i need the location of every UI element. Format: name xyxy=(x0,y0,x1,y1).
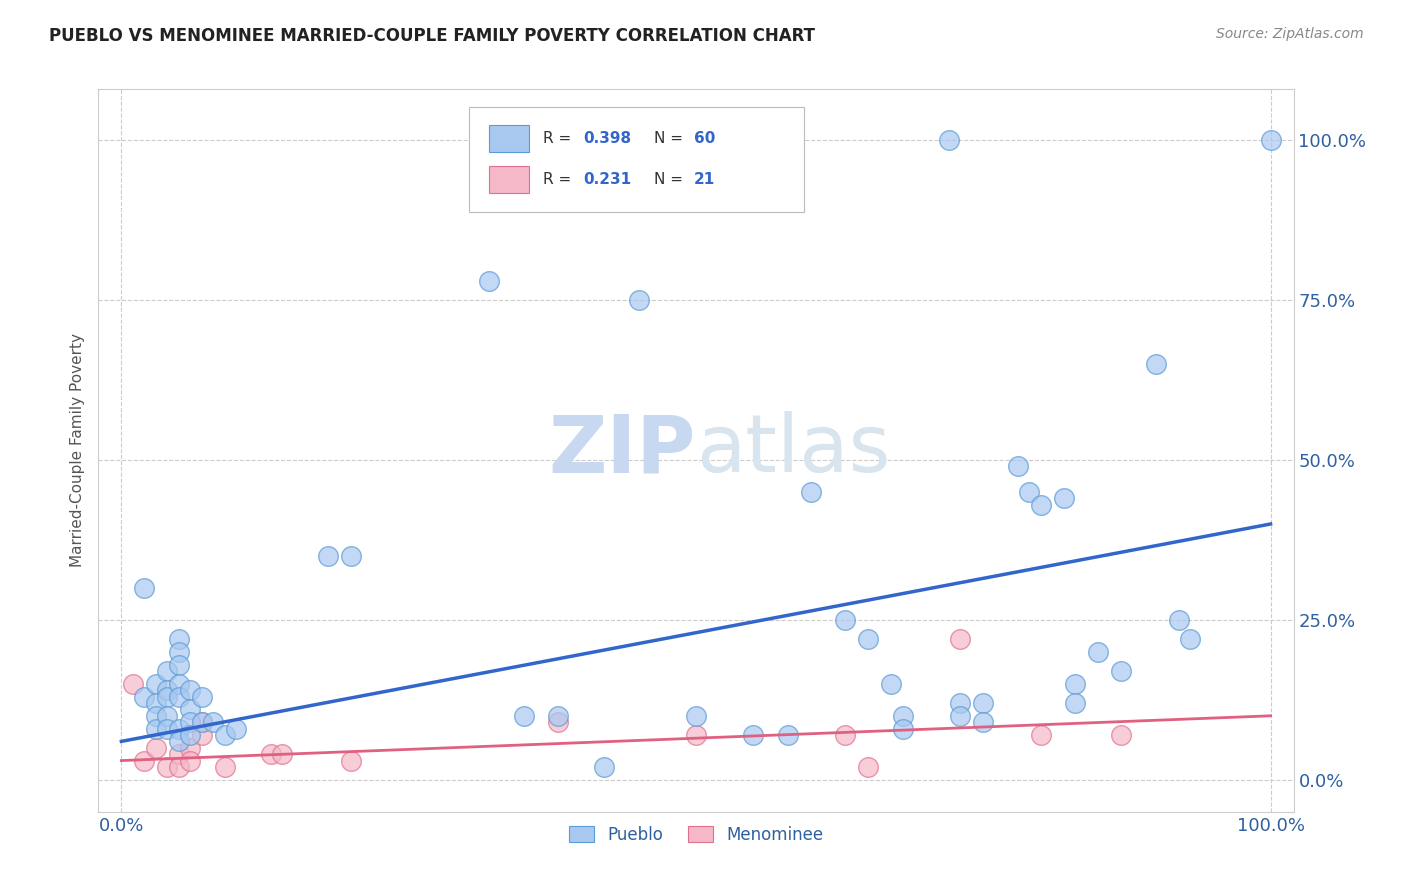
Point xyxy=(972,715,994,730)
Point xyxy=(547,708,569,723)
Point xyxy=(145,696,167,710)
Point xyxy=(202,715,225,730)
Point xyxy=(1007,459,1029,474)
Point xyxy=(340,754,363,768)
Point xyxy=(1064,677,1087,691)
Point xyxy=(145,677,167,691)
Point xyxy=(156,690,179,704)
FancyBboxPatch shape xyxy=(489,166,529,194)
Point xyxy=(156,760,179,774)
Point xyxy=(340,549,363,563)
Point xyxy=(593,760,616,774)
Point xyxy=(156,664,179,678)
Point xyxy=(949,708,972,723)
Point xyxy=(179,702,201,716)
Legend: Pueblo, Menominee: Pueblo, Menominee xyxy=(562,819,830,850)
Point xyxy=(742,728,765,742)
Point xyxy=(167,677,190,691)
Point xyxy=(191,690,214,704)
Point xyxy=(478,274,501,288)
Point xyxy=(156,708,179,723)
Point xyxy=(214,728,236,742)
Point xyxy=(1053,491,1076,506)
FancyBboxPatch shape xyxy=(489,125,529,152)
Point xyxy=(179,754,201,768)
Point xyxy=(271,747,294,761)
Point xyxy=(145,708,167,723)
Point xyxy=(891,722,914,736)
Point xyxy=(1109,664,1132,678)
Text: N =: N = xyxy=(654,172,688,187)
Point xyxy=(167,747,190,761)
Text: Source: ZipAtlas.com: Source: ZipAtlas.com xyxy=(1216,27,1364,41)
Point xyxy=(1018,485,1040,500)
Point xyxy=(685,728,707,742)
Point xyxy=(1178,632,1201,646)
Point xyxy=(1064,696,1087,710)
Point xyxy=(1260,133,1282,147)
Point xyxy=(776,728,799,742)
Text: 0.231: 0.231 xyxy=(583,172,631,187)
Text: R =: R = xyxy=(543,172,576,187)
Point xyxy=(167,632,190,646)
Point xyxy=(134,581,156,595)
Point xyxy=(179,683,201,698)
Point xyxy=(167,690,190,704)
Point xyxy=(547,715,569,730)
Point xyxy=(179,715,201,730)
Point xyxy=(156,722,179,736)
Point xyxy=(880,677,903,691)
Point xyxy=(214,760,236,774)
Point xyxy=(145,722,167,736)
Point xyxy=(156,683,179,698)
Point xyxy=(191,728,214,742)
Point xyxy=(834,728,856,742)
Point xyxy=(949,632,972,646)
Point xyxy=(167,722,190,736)
Text: R =: R = xyxy=(543,131,576,145)
Point xyxy=(834,613,856,627)
Point xyxy=(316,549,339,563)
Point xyxy=(145,740,167,755)
Text: 21: 21 xyxy=(693,172,714,187)
Point xyxy=(260,747,283,761)
Point xyxy=(179,740,201,755)
Point xyxy=(191,715,214,730)
Point xyxy=(134,754,156,768)
Point xyxy=(167,645,190,659)
Point xyxy=(167,657,190,672)
Point xyxy=(949,696,972,710)
Point xyxy=(122,677,145,691)
Point xyxy=(891,708,914,723)
Point xyxy=(191,715,214,730)
Point xyxy=(627,293,650,308)
Point xyxy=(1029,498,1052,512)
Point xyxy=(1087,645,1109,659)
Text: PUEBLO VS MENOMINEE MARRIED-COUPLE FAMILY POVERTY CORRELATION CHART: PUEBLO VS MENOMINEE MARRIED-COUPLE FAMIL… xyxy=(49,27,815,45)
Point xyxy=(1029,728,1052,742)
Point xyxy=(800,485,823,500)
Text: 0.398: 0.398 xyxy=(583,131,631,145)
Point xyxy=(225,722,247,736)
Point xyxy=(134,690,156,704)
Text: 60: 60 xyxy=(693,131,716,145)
Point xyxy=(1144,357,1167,371)
Point xyxy=(179,728,201,742)
Point xyxy=(972,696,994,710)
Point xyxy=(1167,613,1189,627)
Point xyxy=(512,708,534,723)
Point xyxy=(1109,728,1132,742)
Point xyxy=(167,734,190,748)
Point xyxy=(858,632,880,646)
Text: N =: N = xyxy=(654,131,688,145)
FancyBboxPatch shape xyxy=(470,107,804,212)
Point xyxy=(685,708,707,723)
Point xyxy=(167,760,190,774)
Text: ZIP: ZIP xyxy=(548,411,696,490)
Point xyxy=(858,760,880,774)
Text: atlas: atlas xyxy=(696,411,890,490)
Y-axis label: Married-Couple Family Poverty: Married-Couple Family Poverty xyxy=(70,334,86,567)
Point xyxy=(938,133,960,147)
